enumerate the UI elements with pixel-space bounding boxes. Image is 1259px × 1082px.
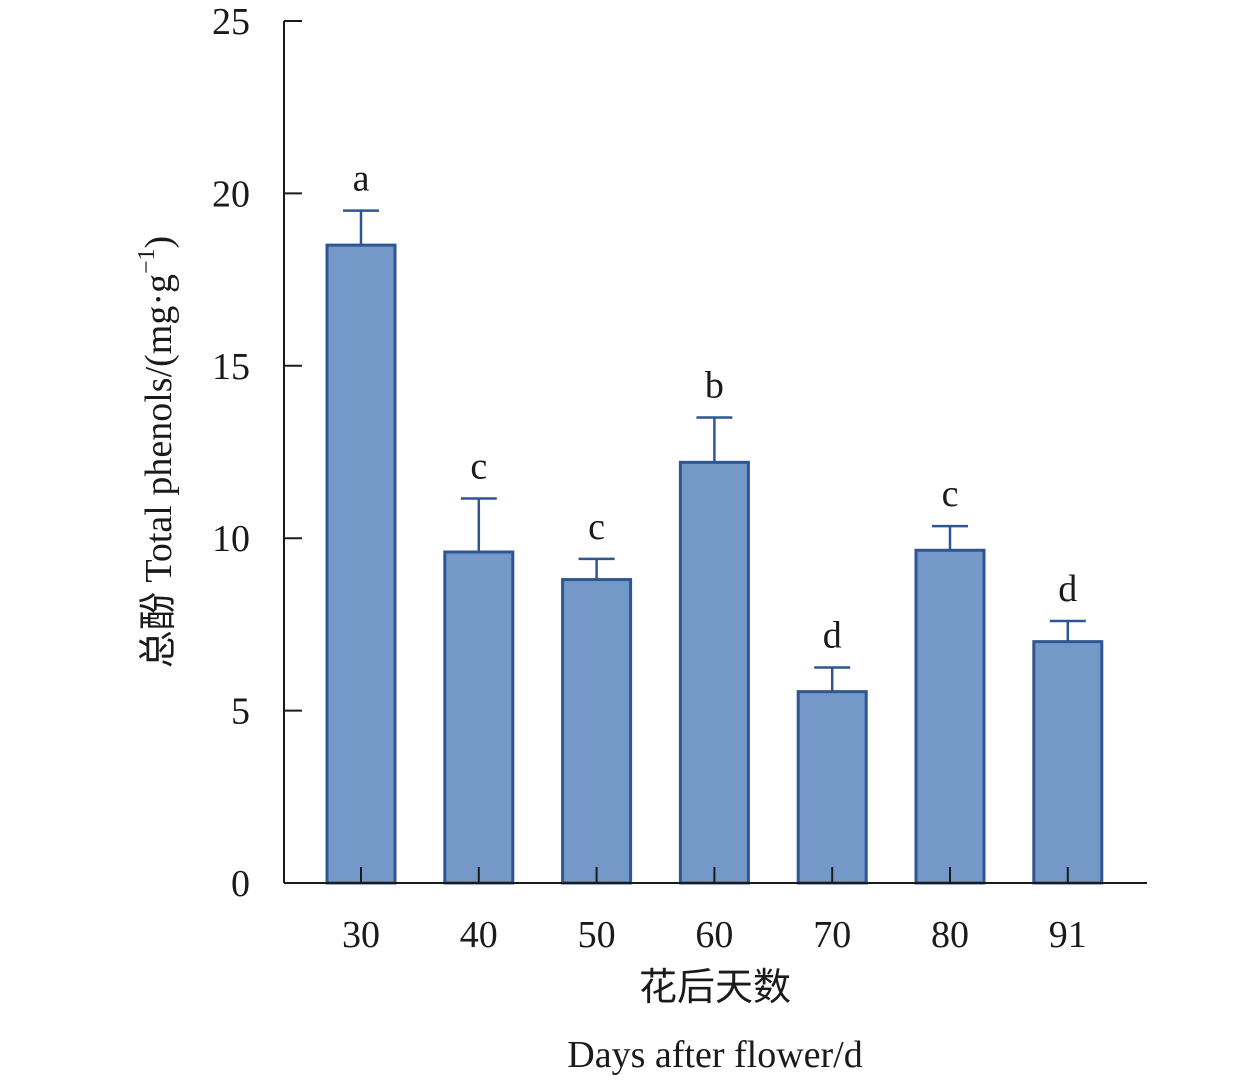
significance-label: d — [823, 615, 842, 657]
y-tick-label: 0 — [231, 863, 250, 905]
x-tick-label: 30 — [342, 914, 380, 956]
bar — [561, 578, 633, 885]
y-axis-title-superscript: −1 — [134, 248, 160, 274]
bar — [796, 690, 868, 885]
x-tick-label: 40 — [460, 914, 498, 956]
bar — [443, 550, 515, 885]
bar — [914, 548, 986, 885]
x-tick-label: 80 — [931, 914, 969, 956]
y-axis-title-close: ) — [138, 236, 180, 249]
significance-label: c — [942, 473, 959, 515]
x-axis-title-en: Days after flower/d — [567, 1034, 862, 1076]
x-axis-title-cn: 花后天数 — [639, 967, 791, 1009]
bar — [325, 243, 397, 885]
y-axis-title: 总酚 Total phenols/(mg·g−1) — [134, 236, 180, 668]
x-tick-label: 70 — [813, 914, 851, 956]
significance-label: c — [470, 446, 487, 488]
axes-layer: 0 5 10 15 20 25 30 40 50 60 70 80 91 — [212, 1, 1147, 956]
bar — [1032, 640, 1104, 885]
y-tick-label: 20 — [212, 173, 250, 215]
y-tick-label: 15 — [212, 346, 250, 388]
x-tick-label: 50 — [578, 914, 616, 956]
bars-layer: a c c b d c d — [325, 158, 1104, 885]
significance-label: b — [705, 365, 724, 407]
significance-label: a — [353, 158, 370, 200]
bar — [678, 460, 750, 885]
y-tick-label: 25 — [212, 1, 250, 43]
y-axis-title-text: 总酚 Total phenols/(mg·g−1) — [134, 236, 180, 668]
x-tick-label: 60 — [695, 914, 733, 956]
y-axis-title-main: 总酚 Total phenols/(mg·g — [138, 274, 180, 668]
significance-label: d — [1058, 568, 1077, 610]
y-tick-label: 5 — [231, 691, 250, 733]
y-tick-label: 10 — [212, 518, 250, 560]
significance-label: c — [588, 506, 605, 548]
x-tick-label: 91 — [1049, 914, 1087, 956]
